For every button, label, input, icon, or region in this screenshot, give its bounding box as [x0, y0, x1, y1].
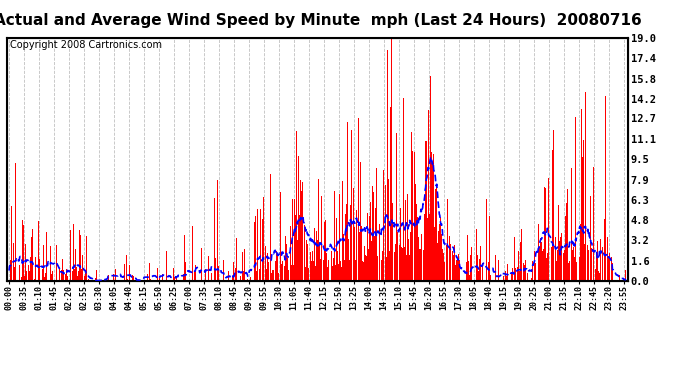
Text: Copyright 2008 Cartronics.com: Copyright 2008 Cartronics.com	[10, 40, 162, 50]
Text: Actual and Average Wind Speed by Minute  mph (Last 24 Hours)  20080716: Actual and Average Wind Speed by Minute …	[0, 13, 641, 28]
